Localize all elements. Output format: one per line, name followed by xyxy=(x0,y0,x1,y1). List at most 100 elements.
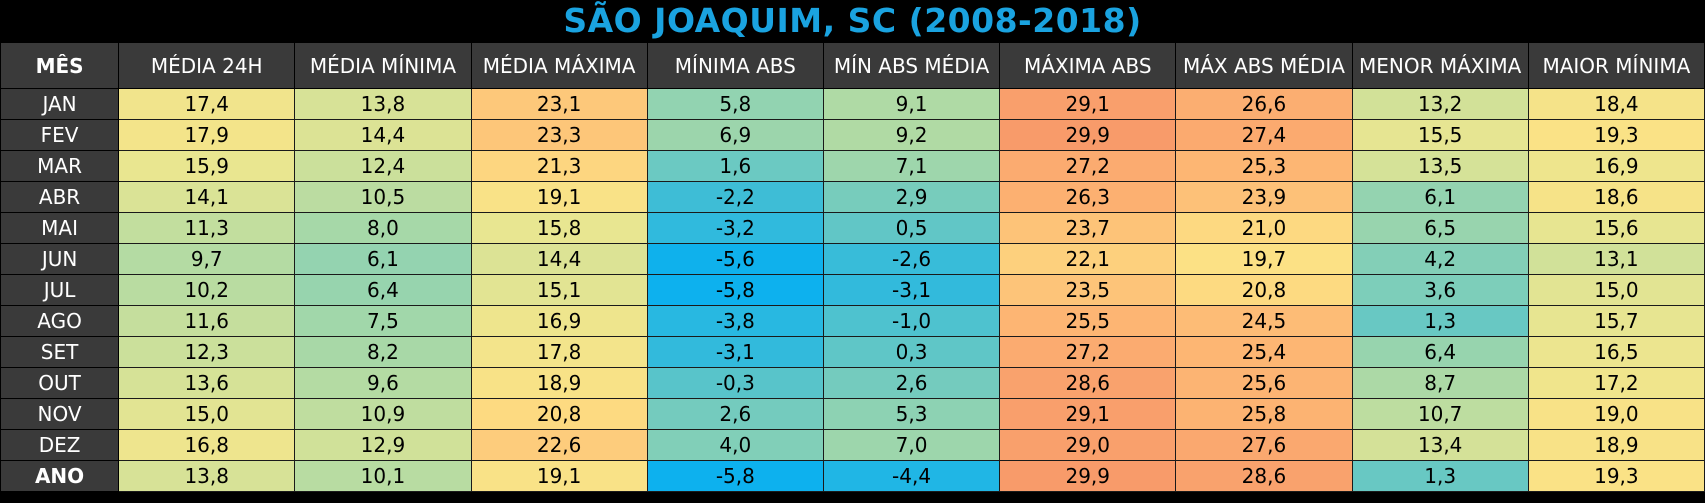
data-cell: 10,9 xyxy=(294,398,472,430)
table-row-mai: MAI 11,3 8,0 15,8 -3,2 0,5 23,7 21,0 6,5 15,6 xyxy=(0,212,1705,244)
data-cell: 26,6 xyxy=(1175,88,1353,120)
row-label: JAN xyxy=(0,88,120,120)
data-cell: 23,1 xyxy=(470,88,648,120)
row-label: FEV xyxy=(0,119,120,151)
data-cell: 10,7 xyxy=(1351,398,1529,430)
data-cell: 16,5 xyxy=(1527,336,1705,368)
data-cell: 12,4 xyxy=(294,150,472,182)
table-row-ago: AGO 11,6 7,5 16,9 -3,8 -1,0 25,5 24,5 1,3 15,7 xyxy=(0,305,1705,337)
column-header-menor-maxima: MENOR MÁXIMA xyxy=(1351,42,1529,89)
column-header-media-24h: MÉDIA 24H xyxy=(118,42,296,89)
row-label: JUN xyxy=(0,243,120,275)
data-cell: 17,8 xyxy=(470,336,648,368)
data-cell: 6,9 xyxy=(646,119,824,151)
data-cell: 9,7 xyxy=(118,243,296,275)
data-cell: 27,2 xyxy=(999,336,1177,368)
column-header-mes: MÊS xyxy=(0,42,120,89)
row-label: NOV xyxy=(0,398,120,430)
data-cell: 18,9 xyxy=(470,367,648,399)
data-cell: 15,5 xyxy=(1351,119,1529,151)
data-cell: 13,1 xyxy=(1527,243,1705,275)
data-cell: -2,2 xyxy=(646,181,824,213)
data-cell: 6,1 xyxy=(294,243,472,275)
data-cell: 6,1 xyxy=(1351,181,1529,213)
column-header-media-maxima: MÉDIA MÁXIMA xyxy=(470,42,648,89)
data-cell: 19,1 xyxy=(470,181,648,213)
data-cell: 19,7 xyxy=(1175,243,1353,275)
data-cell: 12,9 xyxy=(294,429,472,461)
data-cell: 8,0 xyxy=(294,212,472,244)
climate-table: MÊS MÉDIA 24H MÉDIA MÍNIMA MÉDIA MÁXIMA MÍNI… xyxy=(0,42,1705,492)
data-cell: 6,4 xyxy=(294,274,472,306)
table-row-jul: JUL 10,2 6,4 15,1 -5,8 -3,1 23,5 20,8 3,6 15,0 xyxy=(0,274,1705,306)
data-cell: 2,9 xyxy=(822,181,1001,213)
data-cell: 5,8 xyxy=(646,88,824,120)
data-cell: 23,5 xyxy=(999,274,1177,306)
data-cell: 7,5 xyxy=(294,305,472,337)
data-cell: -3,1 xyxy=(646,336,824,368)
data-cell: 5,3 xyxy=(822,398,1001,430)
data-cell: 19,3 xyxy=(1527,460,1705,492)
row-label: SET xyxy=(0,336,120,368)
data-cell: -5,6 xyxy=(646,243,824,275)
column-header-media-minima: MÉDIA MÍNIMA xyxy=(294,42,472,89)
data-cell: 29,9 xyxy=(999,460,1177,492)
data-cell: -1,0 xyxy=(822,305,1001,337)
table-row-abr: ABR 14,1 10,5 19,1 -2,2 2,9 26,3 23,9 6,1 18,6 xyxy=(0,181,1705,213)
column-header-maxima-abs: MÁXIMA ABS xyxy=(999,42,1177,89)
table-row-jan: JAN 17,4 13,8 23,1 5,8 9,1 29,1 26,6 13,2 18,4 xyxy=(0,88,1705,120)
data-cell: 7,0 xyxy=(822,429,1001,461)
data-cell: 0,5 xyxy=(822,212,1001,244)
data-cell: 22,6 xyxy=(470,429,648,461)
table-row-nov: NOV 15,0 10,9 20,8 2,6 5,3 29,1 25,8 10,7 19,0 xyxy=(0,398,1705,430)
header-row: MÊS MÉDIA 24H MÉDIA MÍNIMA MÉDIA MÁXIMA MÍNI… xyxy=(0,42,1705,89)
data-cell: 12,3 xyxy=(118,336,296,368)
row-label: MAR xyxy=(0,150,120,182)
data-cell: 8,2 xyxy=(294,336,472,368)
row-label: ANO xyxy=(0,460,120,492)
table-row-mar: MAR 15,9 12,4 21,3 1,6 7,1 27,2 25,3 13,5 16,9 xyxy=(0,150,1705,182)
row-label: AGO xyxy=(0,305,120,337)
row-label: MAI xyxy=(0,212,120,244)
data-cell: 23,9 xyxy=(1175,181,1353,213)
data-cell: 13,8 xyxy=(294,88,472,120)
data-cell: 25,8 xyxy=(1175,398,1353,430)
data-cell: 4,0 xyxy=(646,429,824,461)
data-cell: 28,6 xyxy=(1175,460,1353,492)
data-cell: 8,7 xyxy=(1351,367,1529,399)
data-cell: 10,5 xyxy=(294,181,472,213)
data-cell: -3,8 xyxy=(646,305,824,337)
data-cell: 16,9 xyxy=(1527,150,1705,182)
data-cell: 17,9 xyxy=(118,119,296,151)
table-row-set: SET 12,3 8,2 17,8 -3,1 0,3 27,2 25,4 6,4 16,5 xyxy=(0,336,1705,368)
data-cell: 10,2 xyxy=(118,274,296,306)
data-cell: 7,1 xyxy=(822,150,1001,182)
data-cell: 15,1 xyxy=(470,274,648,306)
data-cell: 2,6 xyxy=(646,398,824,430)
data-cell: -5,8 xyxy=(646,274,824,306)
data-cell: 6,5 xyxy=(1351,212,1529,244)
data-cell: 29,1 xyxy=(999,88,1177,120)
table-row-jun: JUN 9,7 6,1 14,4 -5,6 -2,6 22,1 19,7 4,2 13,1 xyxy=(0,243,1705,275)
data-cell: 19,1 xyxy=(470,460,648,492)
data-cell: 28,6 xyxy=(999,367,1177,399)
data-cell: 1,3 xyxy=(1351,305,1529,337)
data-cell: 25,3 xyxy=(1175,150,1353,182)
data-cell: 9,1 xyxy=(822,88,1001,120)
data-cell: 18,9 xyxy=(1527,429,1705,461)
data-cell: 6,4 xyxy=(1351,336,1529,368)
data-cell: -3,1 xyxy=(822,274,1001,306)
data-cell: 29,0 xyxy=(999,429,1177,461)
row-label: ABR xyxy=(0,181,120,213)
row-label: DEZ xyxy=(0,429,120,461)
column-header-maior-minima: MAIOR MÍNIMA xyxy=(1527,42,1705,89)
data-cell: 24,5 xyxy=(1175,305,1353,337)
data-cell: 13,5 xyxy=(1351,150,1529,182)
data-cell: 9,6 xyxy=(294,367,472,399)
data-cell: 15,6 xyxy=(1527,212,1705,244)
table-row-fev: FEV 17,9 14,4 23,3 6,9 9,2 29,9 27,4 15,5 19,3 xyxy=(0,119,1705,151)
data-cell: 27,2 xyxy=(999,150,1177,182)
data-cell: 25,4 xyxy=(1175,336,1353,368)
table-row-out: OUT 13,6 9,6 18,9 -0,3 2,6 28,6 25,6 8,7 17,2 xyxy=(0,367,1705,399)
table-body: JAN 17,4 13,8 23,1 5,8 9,1 29,1 26,6 13,2 18,4 FEV… xyxy=(0,88,1705,492)
